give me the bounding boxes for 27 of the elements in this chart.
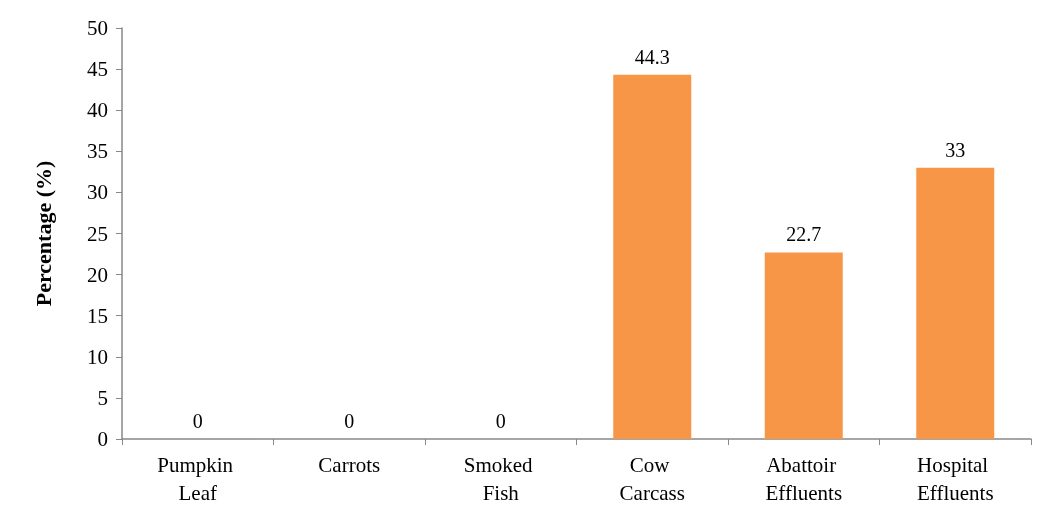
x-tick-label: Abattoir Effluents <box>765 453 843 505</box>
y-tick-label: 0 <box>97 427 108 451</box>
y-tick-label: 40 <box>87 98 108 123</box>
y-tick-label: 45 <box>87 57 108 82</box>
data-label: 22.7 <box>786 223 822 246</box>
y-tick-label: 50 <box>87 16 108 40</box>
y-tick-label: 30 <box>87 180 108 205</box>
y-tick-label: 5 <box>97 385 108 410</box>
y-tick-label: 20 <box>87 262 108 287</box>
y-axis-title: Percentage (%) <box>30 160 56 307</box>
x-tick-label: Hospital Effluents <box>916 453 994 505</box>
x-tick-label: Pumpkin Leaf <box>157 453 239 505</box>
x-tick-label: Cow Carcass <box>619 453 685 505</box>
y-tick-label: 10 <box>87 344 108 369</box>
x-tick-label: Smoked Fish <box>463 453 538 505</box>
y-tick-label: 25 <box>87 221 108 246</box>
data-label: 44.3 <box>634 45 670 68</box>
bar <box>916 167 995 439</box>
data-label: 33 <box>945 138 966 161</box>
y-tick-label: 15 <box>87 303 108 328</box>
x-tick-label: Carrots <box>318 453 381 477</box>
data-label: 0 <box>344 410 355 432</box>
y-tick-label: 35 <box>87 139 108 164</box>
data-label: 0 <box>192 410 203 432</box>
data-label: 0 <box>495 410 506 432</box>
bar <box>613 74 692 439</box>
bar <box>764 252 843 439</box>
